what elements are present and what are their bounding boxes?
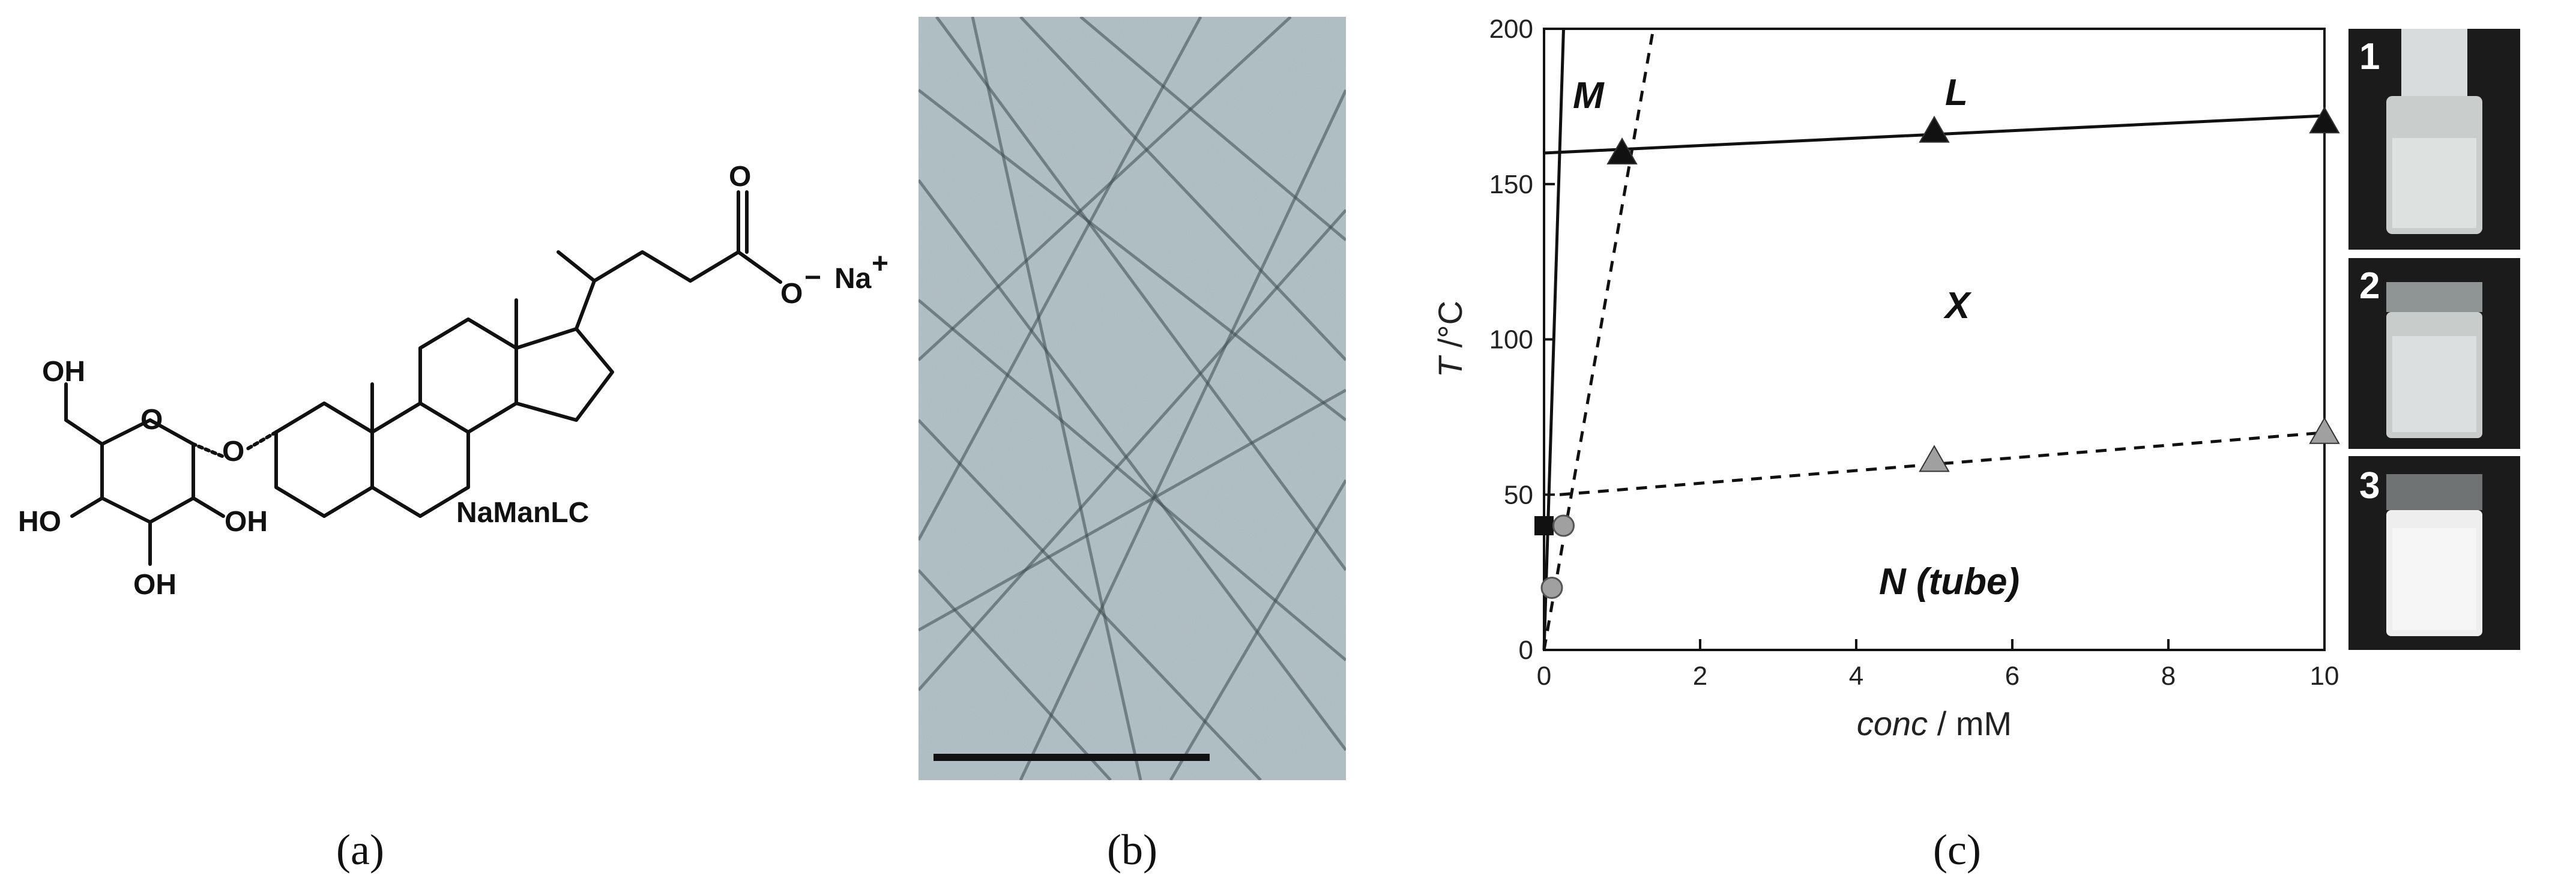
- x-tick-label: 2: [1693, 661, 1707, 691]
- phase-label-l: L: [1945, 72, 1968, 113]
- carbonyl-o-label: O: [729, 161, 751, 193]
- x-tick-label: 8: [2161, 661, 2176, 691]
- y-tick-label: 50: [1504, 480, 1533, 510]
- data-point-triangle: [1919, 445, 1950, 472]
- x-tick-label: 10: [2310, 661, 2339, 691]
- counter-ion-label: Na: [834, 263, 872, 295]
- oh-right-label: OH: [225, 506, 268, 538]
- phase-boundary-solid: [1542, 28, 1565, 651]
- data-point-triangle: [2309, 106, 2340, 134]
- y-tick-label: 0: [1519, 636, 1533, 665]
- data-point-square: [1534, 516, 1554, 535]
- data-point-triangle: [1606, 137, 1638, 164]
- fiber: [918, 179, 1346, 751]
- fiber: [918, 419, 1262, 780]
- fiber: [971, 17, 1142, 780]
- phase-boundary-dashed: [1542, 28, 1655, 651]
- glycosidic-o-label: O: [222, 436, 244, 468]
- carboxylate-charge: −: [804, 262, 821, 293]
- data-point-circle: [1552, 514, 1575, 537]
- fiber: [1079, 17, 1346, 241]
- y-tick-label: 150: [1489, 170, 1533, 199]
- tube-fibers: [918, 17, 1346, 780]
- y-tick-label: 200: [1489, 14, 1533, 44]
- y-axis-label: T /°C: [1431, 301, 1469, 377]
- x-tick-label: 6: [2005, 661, 2019, 691]
- x-axis-label: conc / mM: [1857, 705, 2012, 742]
- ring-o-label: O: [140, 404, 163, 436]
- vial-photo-2: 2: [2348, 258, 2520, 449]
- x-tick-label: 0: [1537, 661, 1551, 691]
- panel-label-a: (a): [336, 826, 384, 874]
- phase-boundary-dashed: [1559, 431, 2325, 496]
- fiber: [918, 569, 1112, 780]
- data-point-circle: [1540, 577, 1563, 599]
- oh-bottom-label: OH: [133, 569, 176, 601]
- phase-label-m: M: [1573, 75, 1605, 116]
- fiber: [1019, 17, 1346, 361]
- vial-photos: 1 2 3: [2348, 29, 2520, 650]
- carboxylate-o-label: O: [780, 278, 803, 310]
- compound-name: NaManLC: [456, 497, 589, 529]
- panel-a-structure: O O − Na + O O OH HO OH OH NaManLC: [18, 161, 888, 601]
- fiber: [918, 17, 1202, 541]
- oh-top-label: OH: [42, 356, 85, 388]
- panel-label-b: (b): [1107, 826, 1157, 874]
- data-point-triangle: [1919, 115, 1950, 143]
- panel-b-micrograph: [918, 17, 1346, 780]
- fiber: [918, 17, 1292, 361]
- x-tick-label: 4: [1849, 661, 1863, 691]
- vial-photo-1: 1: [2348, 29, 2520, 250]
- phase-label-x: X: [1943, 285, 1972, 326]
- vial-photo-3: 3: [2348, 456, 2520, 650]
- fiber: [918, 89, 1346, 421]
- fiber: [918, 388, 1346, 632]
- y-tick-label: 100: [1489, 325, 1533, 355]
- fiber: [935, 17, 1346, 571]
- fiber: [918, 209, 1346, 691]
- fiber: [1169, 479, 1346, 780]
- vial-label-1: 1: [2359, 36, 2380, 77]
- phase-label-n: N (tube): [1879, 561, 2019, 603]
- oh-left-label: HO: [18, 506, 61, 538]
- panel-label-c: (c): [1933, 826, 1981, 874]
- data-point-triangle: [2309, 416, 2340, 444]
- counter-ion-charge: +: [872, 248, 888, 280]
- vial-label-3: 3: [2359, 465, 2380, 507]
- vial-label-2: 2: [2359, 265, 2380, 307]
- fiber: [1019, 89, 1346, 780]
